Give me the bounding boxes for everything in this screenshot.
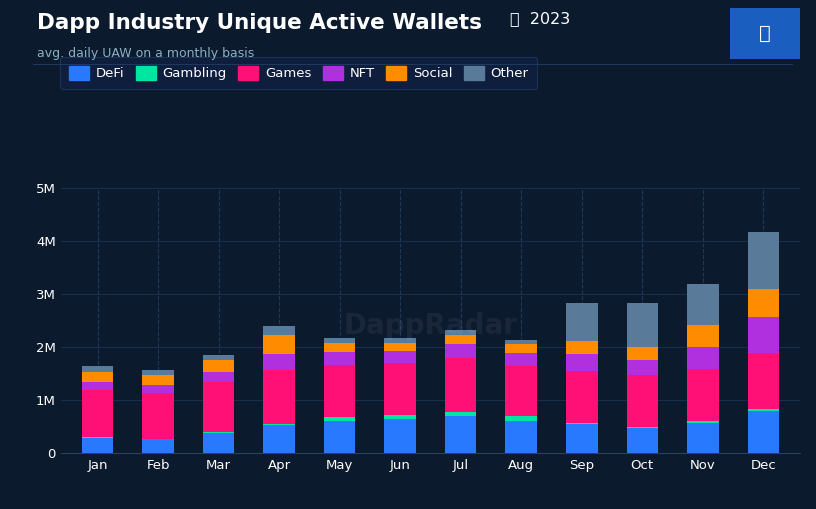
Bar: [566, 354, 597, 372]
Bar: [627, 427, 658, 428]
Text: avg. daily UAW on a monthly basis: avg. daily UAW on a monthly basis: [37, 47, 254, 60]
Bar: [566, 342, 597, 354]
Bar: [445, 330, 477, 335]
Bar: [82, 437, 113, 438]
Bar: [324, 365, 356, 417]
Bar: [264, 370, 295, 424]
Bar: [142, 439, 174, 453]
Bar: [445, 412, 477, 416]
Bar: [687, 421, 719, 423]
Bar: [324, 338, 356, 343]
Bar: [747, 317, 779, 353]
Bar: [566, 425, 597, 453]
Bar: [203, 382, 234, 432]
Bar: [747, 289, 779, 317]
Bar: [627, 360, 658, 375]
Bar: [627, 303, 658, 347]
Bar: [142, 370, 174, 375]
Bar: [203, 372, 234, 382]
Bar: [142, 392, 174, 439]
Bar: [264, 335, 295, 354]
Bar: [566, 372, 597, 423]
Bar: [384, 419, 416, 453]
Bar: [384, 415, 416, 419]
Bar: [324, 417, 356, 421]
Bar: [445, 344, 477, 358]
Bar: [505, 421, 537, 453]
Text: DappRadar: DappRadar: [344, 312, 517, 340]
Polygon shape: [737, 9, 800, 58]
Bar: [627, 375, 658, 427]
Bar: [264, 424, 295, 426]
Bar: [505, 344, 537, 353]
Bar: [82, 390, 113, 437]
Bar: [747, 409, 779, 411]
Bar: [687, 423, 719, 453]
Bar: [82, 382, 113, 390]
Text: 📅  2023: 📅 2023: [510, 11, 570, 26]
Bar: [505, 416, 537, 421]
Bar: [264, 426, 295, 453]
Bar: [203, 432, 234, 433]
Bar: [203, 433, 234, 453]
Bar: [687, 347, 719, 370]
Bar: [324, 343, 356, 352]
Bar: [445, 358, 477, 412]
Bar: [324, 421, 356, 453]
Bar: [203, 355, 234, 360]
Bar: [264, 354, 295, 370]
Bar: [324, 352, 356, 365]
Bar: [142, 375, 174, 385]
Bar: [687, 370, 719, 421]
Bar: [505, 365, 537, 416]
Bar: [687, 325, 719, 347]
Bar: [384, 363, 416, 415]
Text: 📡: 📡: [759, 23, 771, 43]
Bar: [747, 411, 779, 453]
Bar: [142, 385, 174, 392]
Text: Dapp Industry Unique Active Wallets: Dapp Industry Unique Active Wallets: [37, 13, 481, 33]
Bar: [747, 353, 779, 409]
Bar: [566, 303, 597, 342]
Bar: [505, 340, 537, 344]
Bar: [264, 326, 295, 335]
Bar: [82, 366, 113, 372]
Legend: DeFi, Gambling, Games, NFT, Social, Other: DeFi, Gambling, Games, NFT, Social, Othe…: [60, 58, 537, 89]
Bar: [627, 347, 658, 360]
Bar: [627, 428, 658, 453]
Bar: [747, 232, 779, 289]
Bar: [384, 351, 416, 363]
Bar: [445, 416, 477, 453]
Bar: [82, 372, 113, 382]
Bar: [687, 284, 719, 325]
Bar: [566, 423, 597, 425]
Bar: [384, 338, 416, 343]
Bar: [384, 343, 416, 351]
Bar: [445, 335, 477, 344]
Bar: [82, 438, 113, 453]
Bar: [203, 360, 234, 372]
Bar: [505, 353, 537, 365]
